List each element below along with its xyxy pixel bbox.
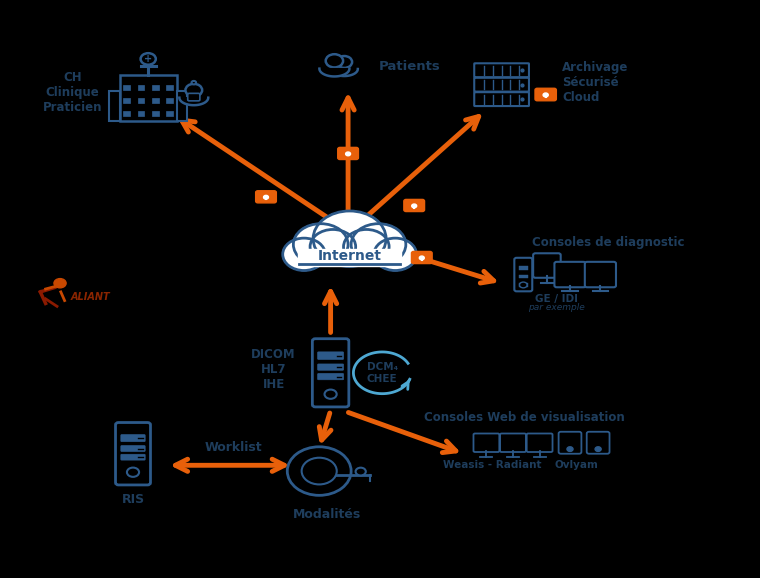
FancyBboxPatch shape	[255, 191, 277, 203]
Text: GE / IDI: GE / IDI	[535, 294, 578, 304]
FancyBboxPatch shape	[188, 94, 200, 101]
Circle shape	[293, 224, 348, 265]
FancyBboxPatch shape	[519, 275, 527, 279]
Text: Worklist: Worklist	[205, 442, 262, 454]
Circle shape	[302, 458, 337, 484]
Circle shape	[374, 238, 416, 271]
Text: RIS: RIS	[122, 494, 144, 506]
Circle shape	[141, 53, 156, 65]
FancyBboxPatch shape	[473, 434, 499, 452]
FancyBboxPatch shape	[152, 85, 159, 90]
FancyBboxPatch shape	[534, 253, 561, 278]
FancyBboxPatch shape	[535, 88, 556, 101]
FancyBboxPatch shape	[555, 262, 586, 287]
Circle shape	[185, 84, 202, 97]
FancyBboxPatch shape	[584, 262, 616, 287]
FancyBboxPatch shape	[121, 446, 145, 451]
FancyBboxPatch shape	[519, 266, 527, 270]
Text: CH
Clinique
Praticien: CH Clinique Praticien	[43, 71, 102, 114]
FancyBboxPatch shape	[121, 435, 145, 442]
Circle shape	[412, 204, 416, 208]
Text: Internet: Internet	[318, 249, 382, 263]
Text: +: +	[144, 54, 152, 64]
FancyBboxPatch shape	[120, 75, 176, 121]
Circle shape	[54, 279, 66, 288]
FancyBboxPatch shape	[515, 258, 532, 291]
Text: Weasis - Radiant: Weasis - Radiant	[443, 460, 542, 470]
FancyBboxPatch shape	[474, 92, 529, 106]
FancyBboxPatch shape	[109, 91, 120, 121]
FancyBboxPatch shape	[337, 147, 359, 160]
Circle shape	[192, 81, 196, 84]
Text: par exemple: par exemple	[528, 303, 584, 312]
FancyBboxPatch shape	[318, 352, 344, 360]
FancyBboxPatch shape	[176, 91, 187, 121]
Text: Patients: Patients	[378, 60, 440, 73]
Polygon shape	[179, 98, 208, 105]
Circle shape	[283, 238, 325, 271]
FancyBboxPatch shape	[411, 251, 432, 264]
FancyBboxPatch shape	[166, 112, 173, 116]
FancyBboxPatch shape	[123, 98, 130, 103]
FancyBboxPatch shape	[166, 85, 173, 90]
FancyBboxPatch shape	[116, 423, 150, 485]
Text: Consoles de diagnostic: Consoles de diagnostic	[532, 236, 685, 249]
Text: Ovlyam: Ovlyam	[554, 460, 598, 470]
FancyBboxPatch shape	[123, 85, 130, 90]
Polygon shape	[331, 69, 358, 76]
FancyBboxPatch shape	[527, 434, 553, 452]
Text: Consoles Web de visualisation: Consoles Web de visualisation	[424, 411, 625, 424]
Text: Modalités: Modalités	[293, 508, 361, 521]
FancyBboxPatch shape	[123, 112, 130, 116]
Circle shape	[567, 447, 573, 451]
Circle shape	[326, 54, 343, 68]
Circle shape	[344, 229, 389, 264]
Text: ALIANT: ALIANT	[71, 291, 110, 302]
Circle shape	[287, 447, 351, 495]
FancyBboxPatch shape	[298, 249, 401, 266]
Circle shape	[595, 447, 601, 451]
Circle shape	[264, 195, 268, 199]
FancyBboxPatch shape	[138, 112, 144, 116]
FancyBboxPatch shape	[500, 434, 526, 452]
FancyBboxPatch shape	[404, 199, 425, 212]
FancyBboxPatch shape	[474, 63, 529, 77]
FancyBboxPatch shape	[138, 85, 144, 90]
Polygon shape	[319, 69, 350, 76]
FancyBboxPatch shape	[474, 77, 529, 91]
Circle shape	[420, 256, 424, 260]
Circle shape	[356, 468, 366, 476]
FancyBboxPatch shape	[318, 373, 344, 380]
Circle shape	[351, 224, 406, 265]
FancyBboxPatch shape	[152, 112, 159, 116]
FancyBboxPatch shape	[519, 283, 527, 287]
Circle shape	[310, 229, 356, 264]
FancyBboxPatch shape	[121, 454, 145, 460]
Circle shape	[520, 282, 527, 288]
Text: DICOM
HL7
IHE: DICOM HL7 IHE	[252, 349, 296, 391]
Circle shape	[313, 211, 386, 266]
FancyBboxPatch shape	[559, 432, 581, 454]
FancyBboxPatch shape	[138, 98, 144, 103]
FancyBboxPatch shape	[152, 98, 159, 103]
Circle shape	[346, 152, 350, 155]
Text: Archivage
Sécurisé
Cloud: Archivage Sécurisé Cloud	[562, 61, 629, 104]
FancyBboxPatch shape	[587, 432, 610, 454]
FancyBboxPatch shape	[312, 339, 349, 407]
Circle shape	[325, 390, 337, 399]
Text: DCM₄
CHEE: DCM₄ CHEE	[367, 362, 397, 384]
Circle shape	[127, 468, 139, 477]
Circle shape	[543, 93, 548, 97]
FancyBboxPatch shape	[318, 364, 344, 370]
FancyBboxPatch shape	[166, 98, 173, 103]
Circle shape	[337, 56, 352, 68]
